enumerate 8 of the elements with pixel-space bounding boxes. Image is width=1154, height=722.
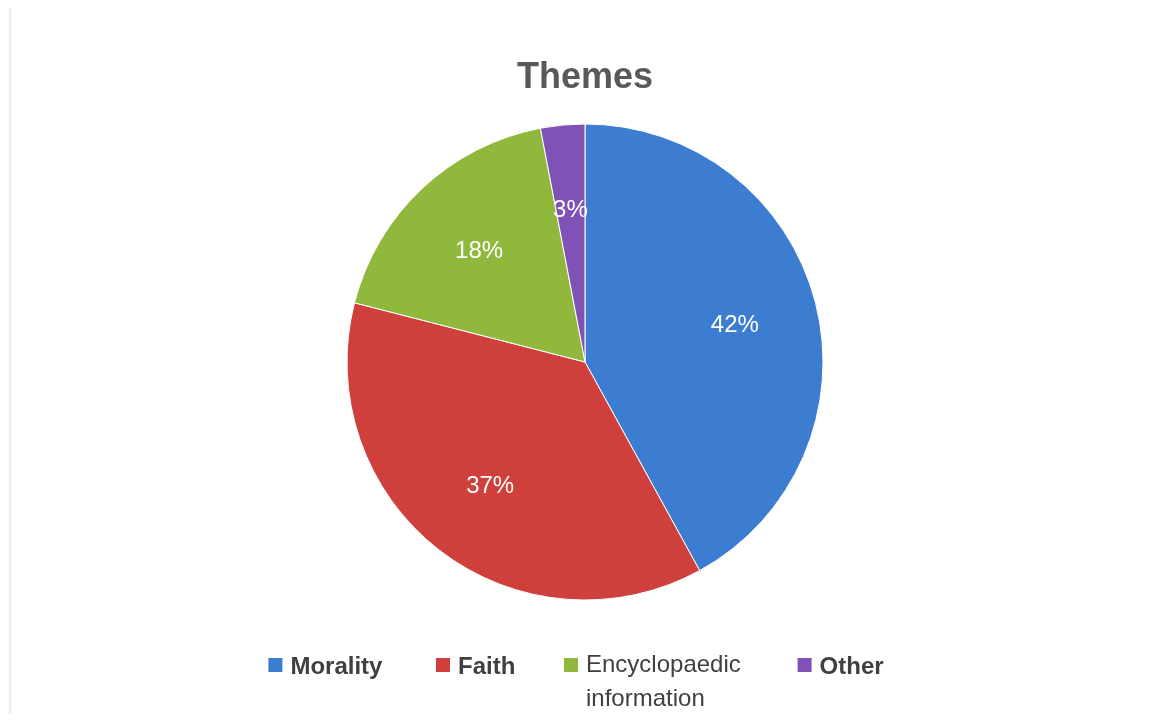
data-label: 18% (455, 235, 504, 263)
data-label: 37% (466, 470, 515, 498)
legend-label: Faith (458, 651, 516, 679)
legend-label: Encyclopaedic information (586, 649, 741, 711)
data-label: 42% (710, 310, 759, 338)
chart-title: Themes (516, 55, 654, 96)
legend-label: Morality (290, 651, 384, 679)
legend-label: Other (819, 651, 884, 679)
